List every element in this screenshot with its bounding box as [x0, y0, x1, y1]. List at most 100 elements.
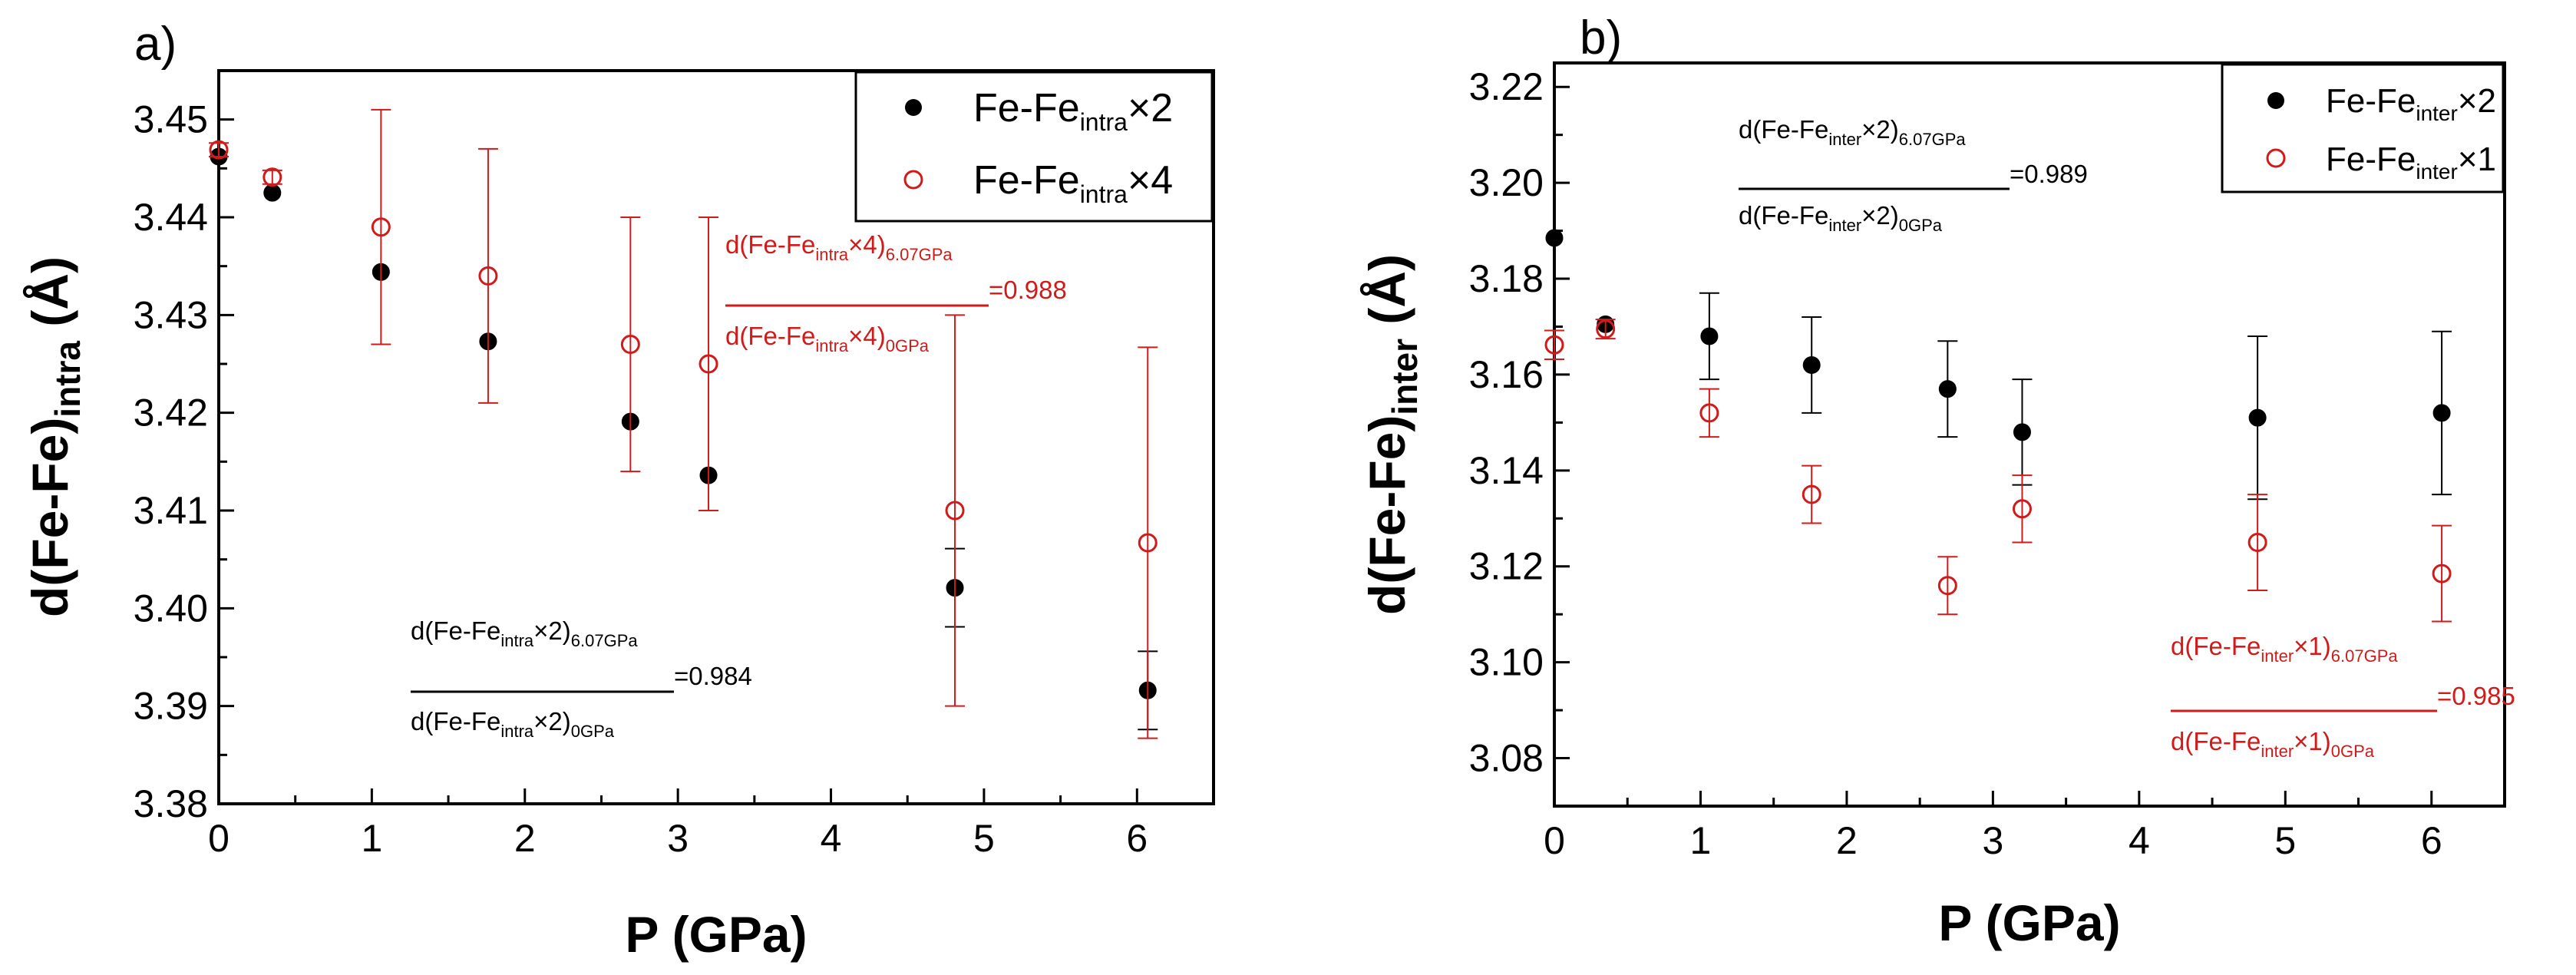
- panel-a-label: a): [134, 18, 177, 71]
- panel-b-x-tick-label: 0: [1544, 819, 1565, 862]
- panel-b-y-tick-label: 3.08: [1469, 737, 1544, 780]
- panel-a-y-tick-labels: 3.38 3.39 3.40 3.41 3.42 3.43 3.44 3.45: [134, 98, 208, 825]
- panel-b-y-tick-label: 3.18: [1469, 257, 1544, 300]
- panel-a-y-tick-label: 3.44: [134, 196, 208, 239]
- panel-b-ann1-numerator: d(Fe-Feinter×2)6.07GPa: [1739, 115, 1966, 149]
- panel-b-x-tick-label: 6: [2421, 819, 2442, 862]
- panel-b-series-2-point: [1802, 484, 1821, 504]
- panel-b-x-tick-label: 2: [1836, 819, 1858, 862]
- panel-b-ann2-num-sub1: inter: [2261, 646, 2294, 666]
- panel-a-ann1-num-sub1: intra: [500, 631, 534, 650]
- panel-a-legend-2-pre: Fe-Fe: [973, 158, 1080, 203]
- panel-b-series-2-point: [1596, 319, 1616, 339]
- panel-a-ticks: [217, 118, 1138, 805]
- panel-b-y-tick-label: 3.10: [1469, 641, 1544, 684]
- panel-b-y-title-main: d(Fe-Fe): [1359, 415, 1415, 615]
- panel-a-series-2-point: [263, 167, 282, 187]
- panel-a-y-title-sub: intra: [48, 341, 88, 418]
- panel-a-series-1-point: [263, 183, 282, 202]
- panel-a-ann1-den-sub2: 0GPa: [571, 722, 615, 741]
- panel-a-y-tick-label: 3.45: [134, 98, 208, 141]
- panel-b-ann1-denominator: d(Fe-Feinter×2)0GPa: [1739, 201, 1943, 235]
- panel-a-legend-2-sub: intra: [1080, 180, 1128, 208]
- panel-a-x-tick-label: 3: [667, 817, 689, 860]
- panel-b-y-tick-label: 3.14: [1469, 449, 1544, 492]
- panel-b-legend-2-post: ×1: [2458, 140, 2496, 178]
- panel-b-series-2-point: [2012, 499, 2032, 519]
- panel-b-legend-entry-1: Fe-Feinter×2: [2326, 82, 2496, 125]
- panel-b-legend-entry-2: Fe-Feinter×1: [2326, 140, 2496, 183]
- panel-a-y-title-unit: (Å): [21, 256, 78, 341]
- panel-a-legend-marker-open: [903, 170, 923, 190]
- panel-b-legend: Fe-Feinter×2 Fe-Feinter×1: [2221, 63, 2505, 193]
- panel-b-plot-frame: [1553, 61, 2506, 808]
- panel-b-series-2-point: [2247, 533, 2267, 553]
- panel-b-y-title-sub: inter: [1385, 339, 1425, 415]
- panel-b-x-tick-label: 1: [1690, 819, 1712, 862]
- panel-a-ann2-result: =0.988: [989, 276, 1067, 304]
- panel-b-series-1-point: [1938, 380, 1957, 398]
- panel-a-ratio-annotation-x4: d(Fe-Feintra×4)6.07GPa =0.988 d(Fe-Feint…: [725, 230, 1067, 355]
- panel-a-series-2-point: [945, 501, 965, 521]
- panel-a-ratio-annotation-x2: d(Fe-Feintra×2)6.07GPa =0.984 d(Fe-Feint…: [411, 616, 752, 741]
- panel-b-legend-2-sub: inter: [2416, 160, 2457, 183]
- panel-a-ann1-den-pre: d(Fe-Fe: [411, 707, 500, 735]
- panel-a-y-tick-label: 3.41: [134, 489, 208, 532]
- panel-b-series-2-point: [1544, 335, 1564, 355]
- panel-b-legend-1-post: ×2: [2458, 82, 2496, 120]
- panel-a-legend-entry-1: Fe-Feintra×2: [973, 86, 1173, 136]
- panel-b-ann2-numerator: d(Fe-Feinter×1)6.07GPa: [2171, 632, 2398, 666]
- panel-a-y-axis-title: d(Fe-Fe)intra (Å): [21, 256, 88, 617]
- panel-a-series-2-point: [620, 335, 640, 355]
- panel-b-ann2-den-sub2: 0GPa: [2331, 742, 2375, 761]
- panel-a-legend-entry-2: Fe-Feintra×4: [973, 158, 1173, 208]
- panel-b-ann1-num-mid: ×2): [1861, 115, 1899, 144]
- panel-a-x-axis-title: P (GPa): [625, 906, 807, 963]
- panel-a-y-tick-label: 3.43: [134, 293, 208, 336]
- panel-b-y-tick-label: 3.16: [1469, 353, 1544, 396]
- panel-a-x-tick-label: 6: [1126, 817, 1148, 860]
- panel-a-ann2-num-pre: d(Fe-Fe: [725, 230, 815, 259]
- panel-a-series-2-point: [698, 354, 718, 374]
- panel-b-series-2-point: [1699, 403, 1719, 423]
- panel-a-ann1-den-mid: ×2): [533, 707, 571, 735]
- panel-a-y-tick-label: 3.42: [134, 392, 208, 435]
- panel-a-ann1-result: =0.984: [674, 662, 752, 690]
- panel-b-ann1-num-pre: d(Fe-Fe: [1739, 115, 1828, 144]
- panel-b-legend-1-sub: inter: [2416, 101, 2457, 125]
- panel-a-x-tick-label: 2: [514, 817, 536, 860]
- panel-a-ann2-den-sub2: 0GPa: [886, 336, 930, 355]
- panel-b-ann1-den-sub2: 0GPa: [1899, 216, 1943, 235]
- panel-b-series-1-point: [2248, 408, 2267, 427]
- panel-a-ann2-den-sub1: intra: [815, 336, 849, 355]
- panel-a-legend-1-pre: Fe-Fe: [973, 86, 1080, 131]
- panel-a-ann2-num-sub2: 6.07GPa: [886, 245, 953, 264]
- panel-a-y-tick-label: 3.40: [134, 587, 208, 630]
- panel-a-series-2-point: [1138, 533, 1158, 553]
- panel-b-legend-2-pre: Fe-Fe: [2326, 140, 2416, 178]
- panel-a-y-tick-label: 3.38: [134, 782, 208, 825]
- panel-b-legend-marker-filled: [2267, 92, 2284, 109]
- panel-b-y-title-unit: (Å): [1359, 254, 1415, 339]
- panel-a-ann2-den-pre: d(Fe-Fe: [725, 322, 815, 350]
- panel-a-ann1-den-sub1: intra: [500, 722, 534, 741]
- panel-b-y-tick-label: 3.20: [1469, 161, 1544, 204]
- panel-b-series-1-point: [1802, 355, 1821, 374]
- panel-b-ann2-num-sub2: 6.07GPa: [2331, 646, 2399, 666]
- panel-b-ann1-den-sub1: inter: [1828, 216, 1861, 235]
- panel-b-ann1-result: =0.989: [2010, 160, 2088, 188]
- panel-b-ticks: [1553, 85, 2433, 806]
- panel-a-ann1-num-mid: ×2): [533, 616, 571, 645]
- panel-a-legend-marker-filled: [905, 99, 922, 116]
- panel-a-legend-2-post: ×4: [1128, 158, 1173, 203]
- panel-a-ann2-numerator: d(Fe-Feintra×4)6.07GPa: [725, 230, 953, 264]
- panel-b-x-tick-label: 4: [2129, 819, 2150, 862]
- panel-a-legend-box: [854, 71, 1214, 223]
- panel-b-series: [1544, 229, 2452, 623]
- panel-b-ann2-num-pre: d(Fe-Fe: [2171, 632, 2261, 660]
- panel-a-legend-1-post: ×2: [1128, 86, 1173, 131]
- panel-a-ann2-den-mid: ×4): [848, 322, 886, 350]
